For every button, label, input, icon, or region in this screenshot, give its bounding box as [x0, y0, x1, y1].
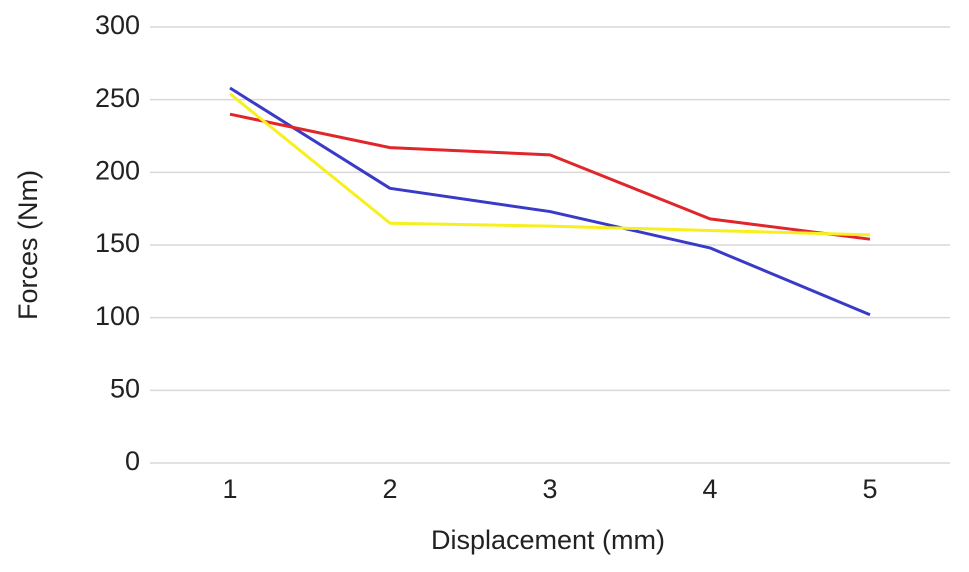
- y-axis-label: Forces (Nm): [13, 170, 43, 320]
- x-tick-label: 5: [862, 474, 877, 504]
- series-line: [229, 86, 871, 317]
- x-tick-label: 3: [542, 474, 557, 504]
- series-line: [229, 92, 871, 237]
- x-tick-label: 4: [702, 474, 717, 504]
- x-tick-label: 2: [382, 474, 397, 504]
- x-axis-label: Displacement (mm): [431, 525, 665, 555]
- series-line: [229, 112, 871, 241]
- y-tick-label: 50: [110, 373, 140, 403]
- x-tick-label: 1: [222, 474, 237, 504]
- y-tick-label: 100: [95, 301, 140, 331]
- y-tick-label: 150: [95, 228, 140, 258]
- y-tick-label: 200: [95, 155, 140, 185]
- y-tick-label: 0: [125, 446, 140, 476]
- y-tick-label: 300: [95, 10, 140, 40]
- y-tick-label: 250: [95, 83, 140, 113]
